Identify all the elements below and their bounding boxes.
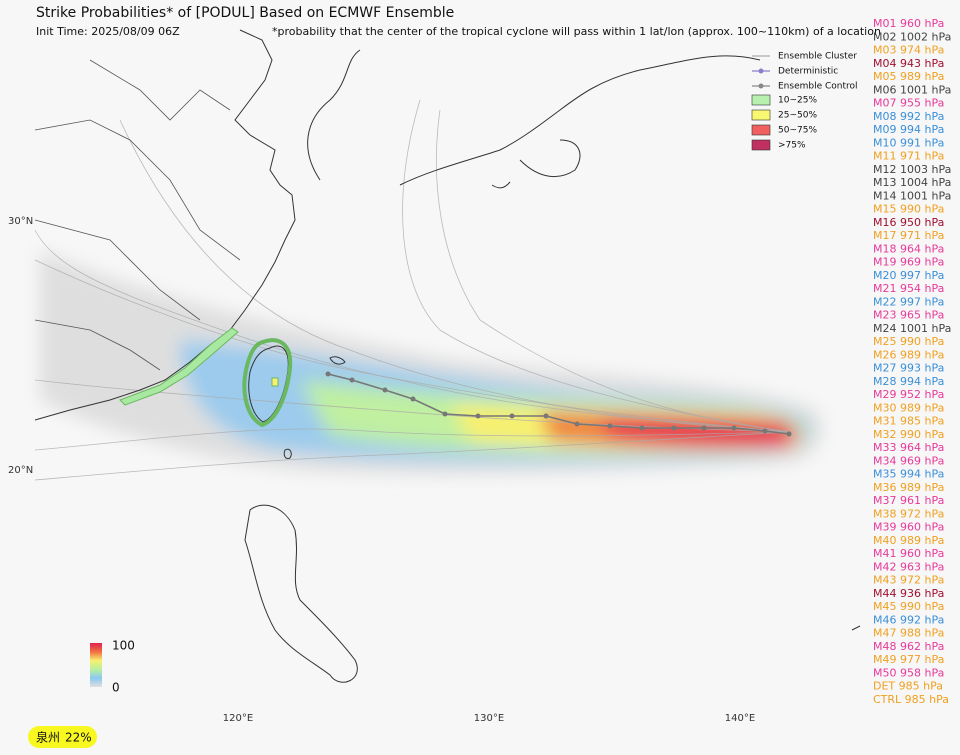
member-label: M32 990 hPa [873, 428, 944, 441]
colorbar-min: 0 [112, 681, 120, 695]
member-label: M36 989 hPa [873, 481, 944, 494]
lon-label: 130°E [474, 713, 504, 724]
member-label: M27 993 hPa [873, 362, 944, 375]
legend-label: 10~25% [778, 96, 817, 106]
legend-label: Ensemble Cluster [778, 52, 857, 62]
legend-swatch [751, 124, 771, 136]
legend-label: 25~50% [778, 111, 817, 121]
member-label: M38 972 hPa [873, 507, 944, 520]
member-label: M09 994 hPa [873, 123, 944, 136]
member-label: M41 960 hPa [873, 547, 944, 560]
lat-label: 20°N [8, 465, 33, 476]
colorbar-max: 100 [112, 639, 135, 653]
member-label: M47 988 hPa [873, 627, 944, 640]
member-label: M16 950 hPa [873, 216, 944, 229]
member-label: M37 961 hPa [873, 494, 944, 507]
member-label: CTRL 985 hPa [873, 693, 949, 706]
legend-label: Deterministic [778, 67, 838, 77]
member-label: M04 943 hPa [873, 57, 944, 70]
member-label: M01 960 hPa [873, 17, 944, 30]
member-label: M42 963 hPa [873, 560, 944, 573]
member-label: M06 1001 hPa [873, 83, 951, 96]
legend-label: Ensemble Control [778, 82, 858, 92]
member-label: M25 990 hPa [873, 335, 944, 348]
legend-swatch [751, 139, 771, 151]
member-label: M19 969 hPa [873, 256, 944, 269]
member-label: M34 969 hPa [873, 454, 944, 467]
title: Strike Probabilities* of [PODUL] Based o… [36, 5, 454, 21]
highlight-regions [119, 327, 293, 428]
member-label: M11 971 hPa [873, 150, 944, 163]
member-label: M39 960 hPa [873, 521, 944, 534]
member-label: M18 964 hPa [873, 242, 944, 255]
legend-swatch [751, 94, 771, 106]
member-label: M35 994 hPa [873, 468, 944, 481]
member-label: M48 962 hPa [873, 640, 944, 653]
lon-label: 120°E [223, 713, 253, 724]
member-label: M46 992 hPa [873, 613, 944, 626]
member-label: M30 989 hPa [873, 401, 944, 414]
member-label: M50 958 hPa [873, 666, 944, 679]
coastlines [34, 29, 861, 683]
member-label: M21 954 hPa [873, 282, 944, 295]
legend-dot [758, 83, 764, 89]
lat-label: 30°N [8, 216, 33, 227]
city-badge[interactable] [28, 726, 97, 748]
init-time: Init Time: 2025/08/09 06Z [36, 25, 180, 38]
member-label: M20 997 hPa [873, 269, 944, 282]
legend-dot [758, 68, 764, 74]
member-label: M12 1003 hPa [873, 163, 951, 176]
member-label: M02 1002 hPa [873, 30, 951, 43]
badge-probability: 22% [65, 731, 92, 745]
member-label: M10 991 hPa [873, 136, 944, 149]
member-label: M26 989 hPa [873, 348, 944, 361]
member-label: M24 1001 hPa [873, 322, 951, 335]
legend-label: 50~75% [778, 126, 817, 136]
member-label: M43 972 hPa [873, 574, 944, 587]
member-label: M13 1004 hPa [873, 176, 951, 189]
control-track [325, 371, 792, 437]
member-label: M14 1001 hPa [873, 189, 951, 202]
legend: Ensemble Cluster Deterministic Ensemble Co… [751, 52, 858, 151]
lon-label: 140°E [725, 713, 755, 724]
legend-label: >75% [778, 141, 806, 151]
probability-swath [40, 250, 822, 475]
member-label: M31 985 hPa [873, 415, 944, 428]
badge-city: 泉州 [36, 731, 60, 745]
member-label: M07 955 hPa [873, 97, 944, 110]
member-label: DET 985 hPa [873, 680, 943, 693]
legend-swatch [751, 109, 771, 121]
footnote: *probability that the center of the trop… [272, 25, 881, 38]
member-label: M17 971 hPa [873, 229, 944, 242]
member-label: M15 990 hPa [873, 203, 944, 216]
member-label: M49 977 hPa [873, 653, 944, 666]
member-label: M40 989 hPa [873, 534, 944, 547]
colorbar [90, 643, 102, 687]
member-label: M23 965 hPa [873, 309, 944, 322]
member-label: M22 997 hPa [873, 295, 944, 308]
member-label: M08 992 hPa [873, 110, 944, 123]
member-label: M33 964 hPa [873, 441, 944, 454]
member-label: M03 974 hPa [873, 44, 944, 57]
member-label: M29 952 hPa [873, 388, 944, 401]
member-label: M45 990 hPa [873, 600, 944, 613]
member-label: M05 989 hPa [873, 70, 944, 83]
member-label: M44 936 hPa [873, 587, 944, 600]
member-label: M28 994 hPa [873, 375, 944, 388]
